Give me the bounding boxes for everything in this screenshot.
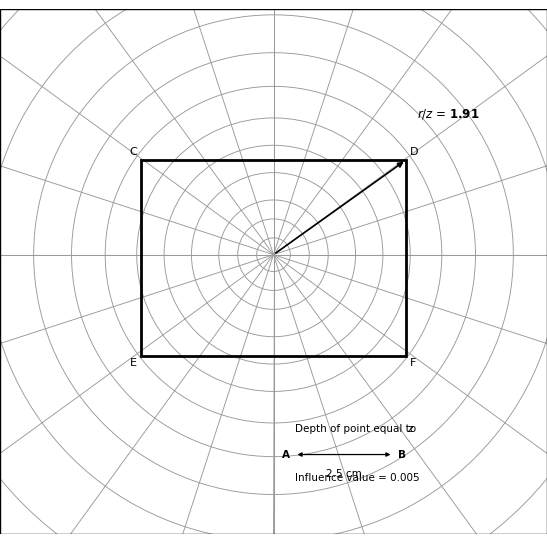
Text: 2.5 cm: 2.5 cm <box>326 469 362 479</box>
Text: z: z <box>407 424 412 434</box>
Text: Depth of point equal to: Depth of point equal to <box>294 424 419 434</box>
Text: A: A <box>282 450 290 459</box>
Text: Influence value = 0.005: Influence value = 0.005 <box>294 472 419 483</box>
Bar <box>141 160 406 356</box>
Text: $r/z$ = $\mathbf{1.91}$: $r/z$ = $\mathbf{1.91}$ <box>417 107 479 121</box>
Text: C: C <box>129 148 137 157</box>
Text: F: F <box>410 358 417 368</box>
Text: B: B <box>398 450 406 459</box>
Text: D: D <box>410 148 419 157</box>
Text: E: E <box>130 358 137 368</box>
